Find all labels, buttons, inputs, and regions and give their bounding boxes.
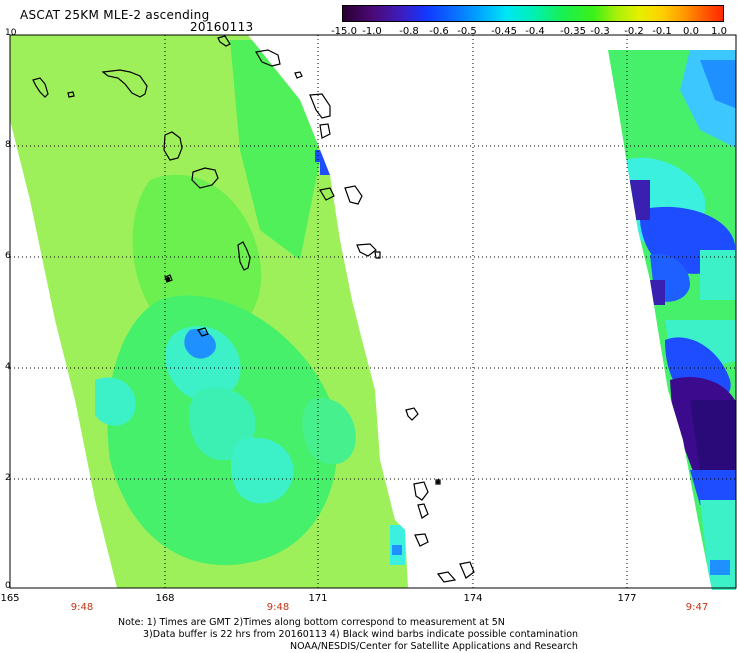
- colorbar-label: -15.0: [331, 26, 357, 37]
- colorbar-label: -0.35: [560, 26, 586, 37]
- note-line-3: NOAA/NESDIS/Center for Satellite Applica…: [290, 641, 578, 652]
- colorbar-label: 1.0: [711, 26, 727, 37]
- colorbar-label: -0.45: [491, 26, 517, 37]
- colorbar-label: -0.8: [399, 26, 419, 37]
- note-line-1: Note: 1) Times are GMT 2)Times along bot…: [118, 617, 505, 628]
- colorbar-label: -0.3: [590, 26, 610, 37]
- time-label: 9:48: [266, 602, 290, 613]
- land-marks: [165, 276, 440, 484]
- x-tick-label: 174: [463, 593, 483, 604]
- colorbar-label: -0.4: [525, 26, 545, 37]
- x-tick-label: 165: [0, 593, 20, 604]
- time-label: 9:48: [70, 602, 94, 613]
- y-tick-label: 8: [5, 140, 11, 150]
- colorbar-label: -0.5: [457, 26, 477, 37]
- swath-right: [608, 50, 736, 590]
- note-line-2: 3)Data buffer is 22 hrs from 20160113 4)…: [143, 629, 579, 640]
- x-tick-label: 177: [617, 593, 637, 604]
- map-date: 20160113: [190, 20, 254, 34]
- y-tick-label: 2: [5, 473, 11, 483]
- colorbar-label: -0.6: [429, 26, 449, 37]
- time-label: 9:47: [685, 602, 709, 613]
- colorbar-label: 0.0: [683, 26, 699, 37]
- map-title: ASCAT 25KM MLE-2 ascending: [20, 8, 210, 22]
- swath-left: [10, 35, 408, 588]
- colorbar: [342, 5, 724, 22]
- map-frame: [9, 34, 737, 589]
- y-tick-label: 10: [5, 28, 17, 38]
- colorbar-label: -0.2: [624, 26, 644, 37]
- y-tick-label: 6: [5, 251, 11, 261]
- colorbar-gradient: [342, 5, 724, 22]
- colorbar-label: -0.1: [652, 26, 672, 37]
- grid-lines: [10, 35, 736, 588]
- y-tick-label: 0: [5, 581, 11, 591]
- colorbar-label: -1.0: [362, 26, 382, 37]
- y-tick-label: 4: [5, 362, 11, 372]
- x-tick-label: 168: [155, 593, 175, 604]
- x-tick-label: 171: [308, 593, 328, 604]
- coastlines: [32, 35, 475, 583]
- notes: Note: 1) Times are GMT 2)Times along bot…: [118, 617, 578, 653]
